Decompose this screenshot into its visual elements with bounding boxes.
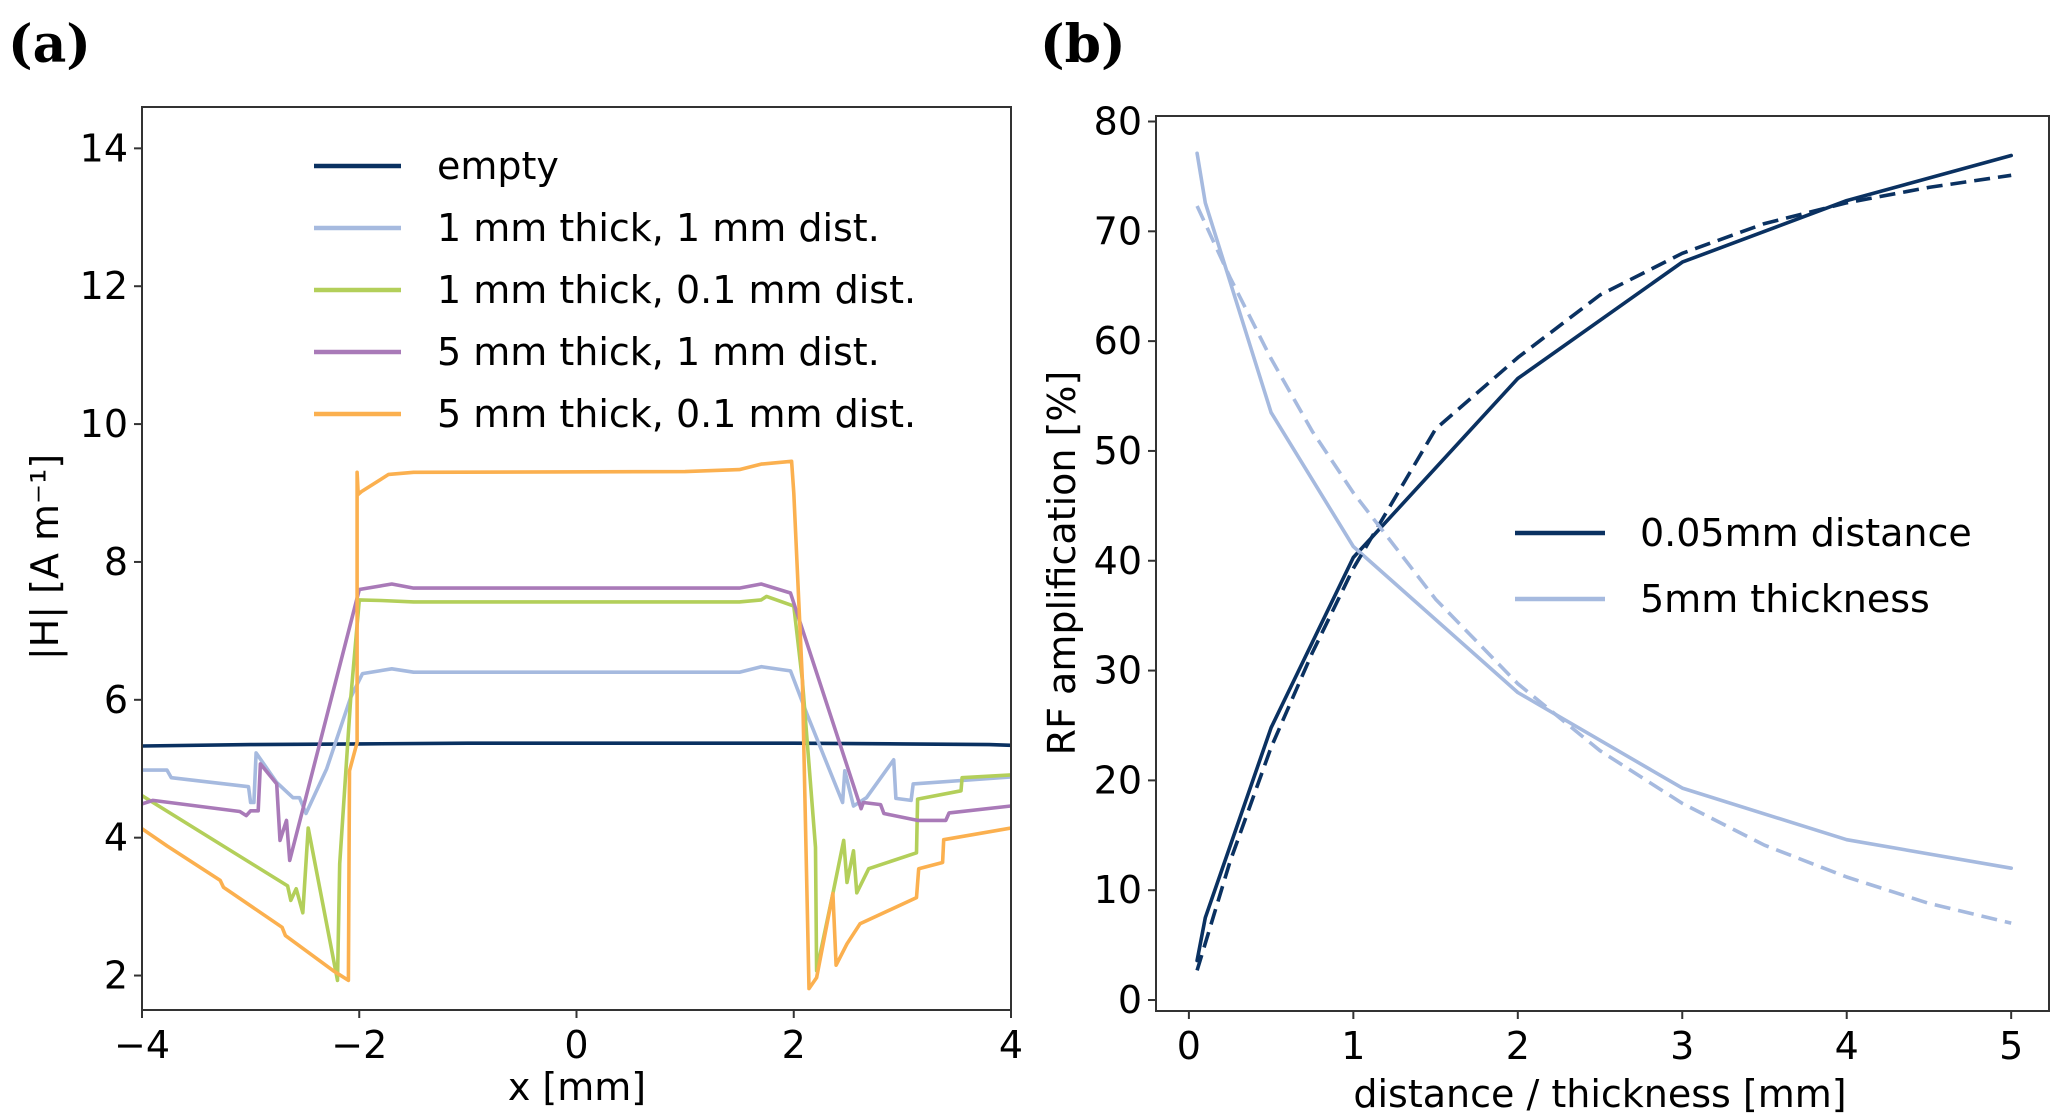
y-tick-label: 30 (1094, 649, 1142, 693)
panel-b-x-ticks: 0 1 2 3 4 5 (1177, 1011, 2023, 1068)
legend-label: 1 mm thick, 0.1 mm dist. (437, 268, 916, 312)
y-tick-label: 70 (1094, 209, 1142, 253)
panel-b-legend: 0.05mm distance 5mm thickness (1515, 511, 1972, 621)
series-line-0-05mm-distance (1195, 153, 2013, 963)
legend-label: 5 mm thick, 0.1 mm dist. (437, 392, 916, 436)
legend-item-5-mm-thick-1-mm-dist: 5 mm thick, 1 mm dist. (314, 330, 880, 374)
panel-a-x-ticks: −4 −2 0 2 4 (114, 1010, 1023, 1067)
y-tick-label: 20 (1094, 758, 1142, 802)
y-tick-label: 2 (104, 954, 128, 998)
legend-item-5mm-thickness: 5mm thickness (1515, 577, 1930, 621)
legend-item-1-mm-thick-0-1-mm-dist: 1 mm thick, 0.1 mm dist. (314, 268, 916, 312)
x-tick-label: 0 (564, 1023, 588, 1067)
panel-a-y-ticks: 2 4 6 8 10 12 14 (80, 126, 142, 998)
y-tick-label: 10 (1094, 868, 1142, 912)
series-line-5mm-thickness-fit (1195, 205, 2012, 925)
legend-item-5-mm-thick-0-1-mm-dist: 5 mm thick, 0.1 mm dist. (314, 392, 916, 436)
series-line-1-mm-thick-1-mm-dist (142, 664, 1011, 816)
panel-a-label: (a) (8, 14, 91, 75)
y-tick-label: 80 (1094, 99, 1142, 143)
series-line-5-mm-thick-0-1-mm-dist (142, 459, 1011, 991)
legend-item-0-05mm-distance: 0.05mm distance (1515, 511, 1972, 555)
panel-a-y-axis-label: |H| [A m⁻¹] (23, 454, 68, 660)
series-line-5-mm-thick-1-mm-dist (142, 582, 1011, 863)
x-tick-label: 4 (1835, 1024, 1859, 1068)
panel-a-legend: empty 1 mm thick, 1 mm dist. 1 mm thick, 0… (314, 144, 916, 436)
panel-b-label: (b) (1040, 14, 1126, 75)
x-tick-label: 2 (782, 1023, 806, 1067)
x-tick-label: 3 (1670, 1024, 1694, 1068)
y-tick-label: 14 (80, 126, 128, 170)
panel-b: (b) 0 1 2 3 4 5 0 10 20 30 40 50 60 70 80 distance / … (1040, 14, 2050, 1116)
legend-label: 0.05mm distance (1640, 511, 1972, 555)
panel-b-x-axis-label: distance / thickness [mm] (1353, 1072, 1846, 1116)
y-tick-label: 12 (80, 264, 128, 308)
y-tick-label: 40 (1094, 539, 1142, 583)
y-tick-label: 6 (104, 678, 128, 722)
y-tick-label: 4 (104, 816, 128, 860)
y-tick-label: 50 (1094, 429, 1142, 473)
legend-label: 5 mm thick, 1 mm dist. (437, 330, 880, 374)
panel-b-axes-frame (1155, 115, 2050, 1012)
x-tick-label: 0 (1177, 1024, 1201, 1068)
x-tick-label: 1 (1341, 1024, 1365, 1068)
legend-item-empty: empty (314, 144, 559, 188)
series-line-5mm-thickness (1195, 151, 2013, 870)
legend-label: empty (437, 144, 559, 188)
legend-label: 5mm thickness (1640, 577, 1930, 621)
y-tick-label: 8 (104, 540, 128, 584)
series-line-empty (142, 741, 1011, 748)
legend-label: 1 mm thick, 1 mm dist. (437, 206, 880, 250)
legend-item-1-mm-thick-1-mm-dist: 1 mm thick, 1 mm dist. (314, 206, 880, 250)
panel-a-series-group (142, 459, 1011, 991)
x-tick-label: 2 (1506, 1024, 1530, 1068)
x-tick-label: 4 (999, 1023, 1023, 1067)
y-tick-label: 0 (1118, 978, 1142, 1022)
x-tick-label: 5 (1999, 1024, 2023, 1068)
panel-a-x-axis-label: x [mm] (508, 1065, 646, 1109)
panel-b-series-group (1195, 151, 2013, 971)
panel-a: (a) −4 −2 0 2 4 2 4 6 8 10 12 14 x [mm] |H| [A m⁻¹… (8, 14, 1023, 1109)
y-tick-label: 60 (1094, 319, 1142, 363)
series-line-1-mm-thick-0-1-mm-dist (142, 594, 1011, 983)
panel-b-y-axis-label: RF amplification [%] (1040, 371, 1084, 756)
panel-b-y-ticks: 0 10 20 30 40 50 60 70 80 (1094, 99, 1156, 1022)
y-tick-label: 10 (80, 402, 128, 446)
series-line-0-05mm-distance-fit (1195, 173, 2012, 971)
x-tick-label: −2 (331, 1023, 387, 1067)
x-tick-label: −4 (114, 1023, 170, 1067)
